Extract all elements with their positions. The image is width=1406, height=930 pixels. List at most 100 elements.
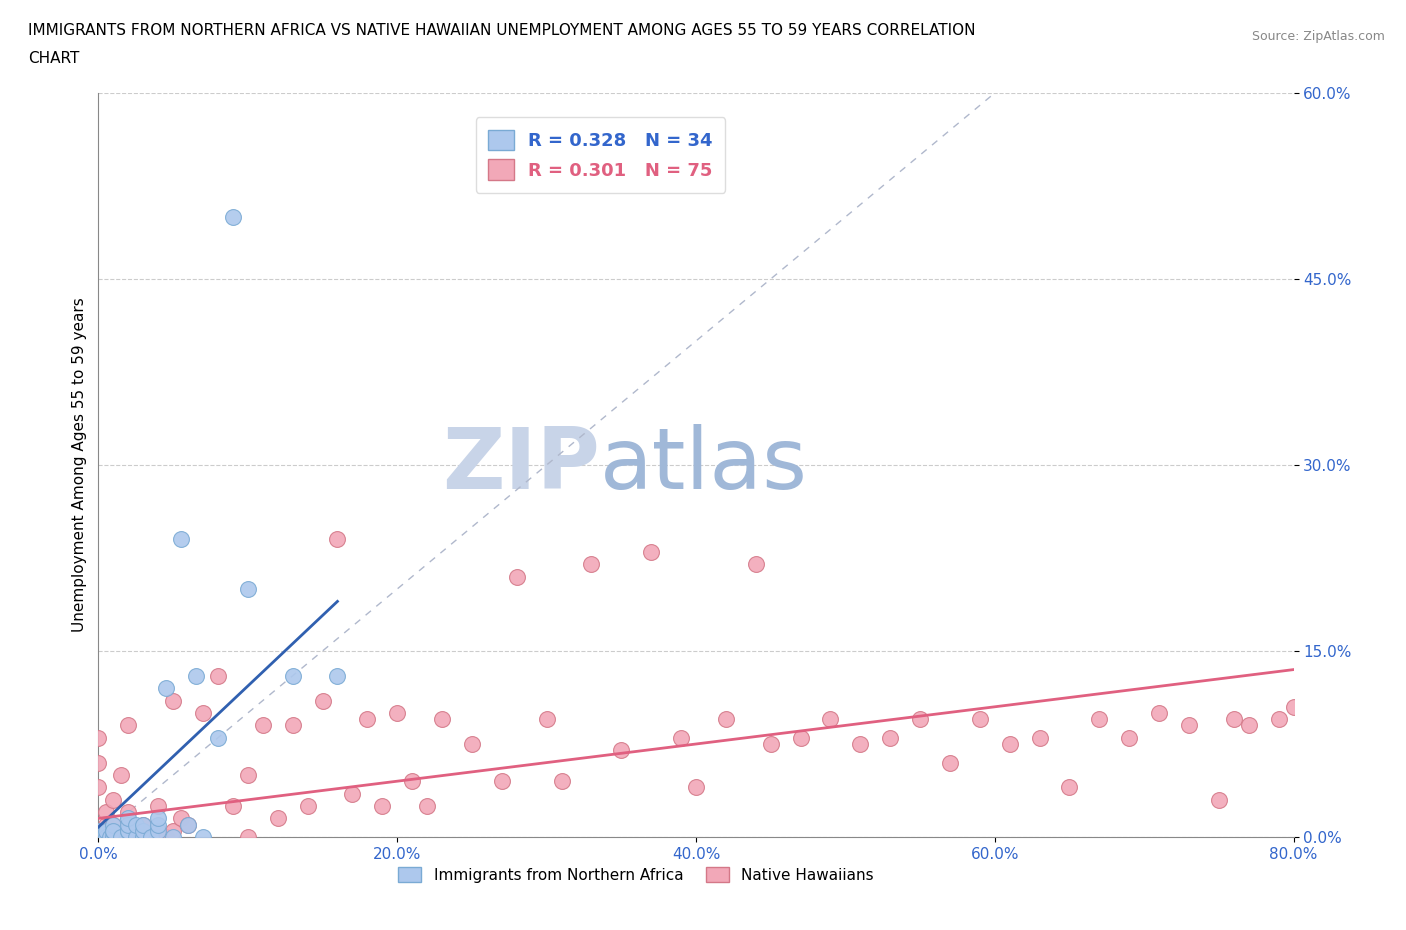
Point <box>94 817 117 832</box>
Point <box>103 830 125 844</box>
Point <box>1088 711 1111 726</box>
Point <box>110 767 132 782</box>
Text: IMMIGRANTS FROM NORTHERN AFRICA VS NATIVE HAWAIIAN UNEMPLOYMENT AMONG AGES 55 TO: IMMIGRANTS FROM NORTHERN AFRICA VS NATIV… <box>28 23 976 38</box>
Point <box>820 711 842 726</box>
Point <box>297 799 319 814</box>
Point <box>103 817 125 832</box>
Point <box>236 581 259 596</box>
Point <box>148 811 170 826</box>
Point <box>685 780 707 795</box>
Point <box>139 830 162 844</box>
Point <box>236 830 259 844</box>
Point <box>162 830 184 844</box>
Point <box>94 823 117 838</box>
Text: CHART: CHART <box>28 51 80 66</box>
Point <box>117 823 139 838</box>
Legend: Immigrants from Northern Africa, Native Hawaiians: Immigrants from Northern Africa, Native … <box>392 860 880 889</box>
Point <box>1237 718 1260 733</box>
Point <box>125 830 148 844</box>
Point <box>132 817 155 832</box>
Point <box>117 718 139 733</box>
Point <box>222 799 245 814</box>
Point <box>491 774 513 789</box>
Point <box>191 830 214 844</box>
Point <box>371 799 394 814</box>
Point <box>87 780 110 795</box>
Point <box>281 718 304 733</box>
Point <box>267 811 290 826</box>
Point <box>461 737 484 751</box>
Point <box>669 730 692 745</box>
Point <box>789 730 811 745</box>
Point <box>169 532 191 547</box>
Point <box>103 830 125 844</box>
Point <box>110 830 132 844</box>
Point <box>536 711 558 726</box>
Point <box>87 830 110 844</box>
Point <box>103 823 125 838</box>
Point <box>125 830 148 844</box>
Point <box>252 718 274 733</box>
Point <box>506 569 529 584</box>
Point <box>326 669 349 684</box>
Point <box>908 711 931 726</box>
Point <box>430 711 453 726</box>
Point <box>162 693 184 708</box>
Point <box>125 817 148 832</box>
Point <box>148 823 170 838</box>
Y-axis label: Unemployment Among Ages 55 to 59 years: Unemployment Among Ages 55 to 59 years <box>72 298 87 632</box>
Point <box>998 737 1021 751</box>
Text: ZIP: ZIP <box>443 423 600 507</box>
Point <box>879 730 901 745</box>
Point <box>117 817 139 832</box>
Point <box>1147 706 1170 721</box>
Point <box>117 804 139 819</box>
Point <box>132 823 155 838</box>
Text: atlas: atlas <box>600 423 808 507</box>
Point <box>581 557 603 572</box>
Point <box>148 823 170 838</box>
Point <box>132 823 155 838</box>
Point <box>117 817 139 832</box>
Point <box>117 830 139 844</box>
Text: Source: ZipAtlas.com: Source: ZipAtlas.com <box>1251 30 1385 43</box>
Point <box>94 804 117 819</box>
Point <box>87 755 110 770</box>
Point <box>759 737 782 751</box>
Point <box>550 774 572 789</box>
Point <box>155 830 177 844</box>
Point <box>207 669 229 684</box>
Point <box>191 706 214 721</box>
Point <box>849 737 872 751</box>
Point <box>103 817 125 832</box>
Point <box>169 811 191 826</box>
Point <box>177 817 200 832</box>
Point <box>184 669 207 684</box>
Point <box>1208 792 1230 807</box>
Point <box>98 830 122 844</box>
Point <box>640 544 662 559</box>
Point <box>385 706 409 721</box>
Point <box>311 693 333 708</box>
Point <box>222 209 245 224</box>
Point <box>1028 730 1050 745</box>
Point <box>1223 711 1246 726</box>
Point <box>117 823 139 838</box>
Point <box>103 823 125 838</box>
Point <box>132 817 155 832</box>
Point <box>103 792 125 807</box>
Point <box>103 823 125 838</box>
Point <box>94 830 117 844</box>
Point <box>610 743 633 758</box>
Point <box>281 669 304 684</box>
Point <box>1118 730 1140 745</box>
Point <box>139 830 162 844</box>
Point <box>207 730 229 745</box>
Point <box>148 799 170 814</box>
Point <box>236 767 259 782</box>
Point <box>342 786 364 801</box>
Point <box>148 817 170 832</box>
Point <box>1282 699 1305 714</box>
Point <box>939 755 962 770</box>
Point <box>132 830 155 844</box>
